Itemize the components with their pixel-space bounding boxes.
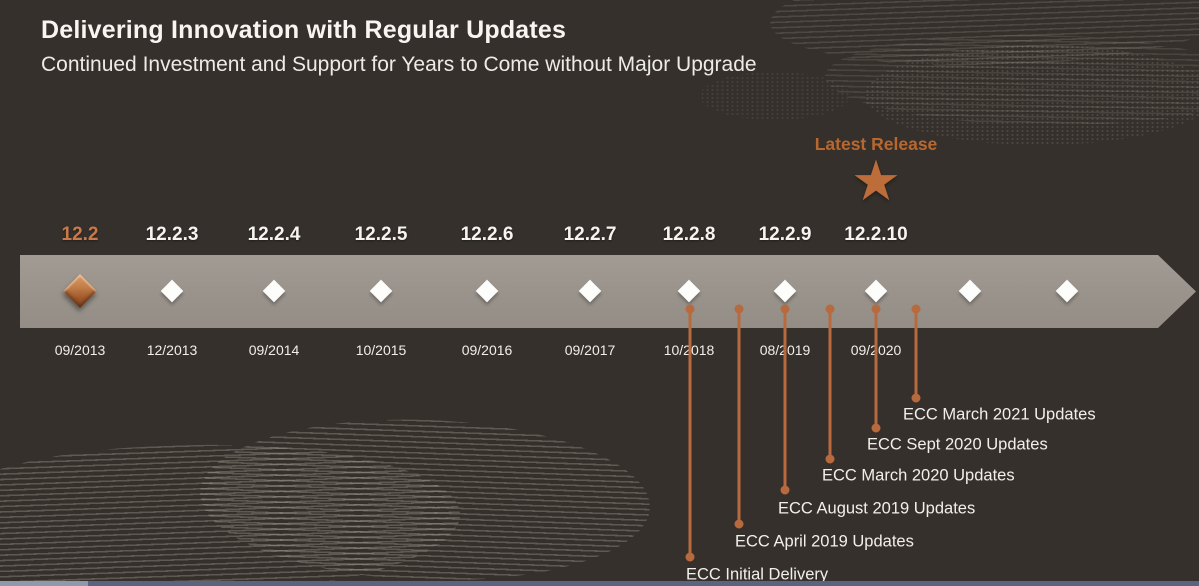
callout-dot-bottom [780, 485, 790, 495]
version-label: 12.2.3 [145, 224, 199, 245]
callout-label: ECC August 2019 Updates [778, 499, 976, 518]
version-label: 12.2.8 [662, 224, 716, 245]
callout-line [874, 309, 878, 428]
callout-line [688, 309, 692, 557]
version-label: 12.2 [61, 224, 99, 245]
callout-dot-top [825, 304, 835, 314]
release-date-label: 12/2013 [146, 342, 198, 358]
callout-line [737, 309, 741, 524]
callout-label: ECC Sept 2020 Updates [867, 435, 1048, 454]
version-label: 12.2.9 [758, 224, 812, 245]
callout-label: ECC March 2021 Updates [903, 405, 1096, 424]
callout-label: ECC Initial Delivery [686, 565, 829, 584]
version-label: 12.2.10 [844, 224, 908, 245]
callout-dot-bottom [871, 423, 881, 433]
callout-dot-bottom [911, 393, 921, 403]
version-label: 12.2.5 [354, 224, 408, 245]
callout-line [783, 309, 787, 490]
callout-dot-bottom [825, 454, 835, 464]
slide-subtitle: Continued Investment and Support for Yea… [41, 53, 757, 76]
callout-line [828, 309, 832, 459]
release-date-label: 10/2015 [355, 342, 407, 358]
latest-release: Latest Release ★ [814, 134, 938, 214]
callout-line [914, 309, 918, 398]
release-date-label: 09/2016 [461, 342, 513, 358]
callout-dot-top [871, 304, 881, 314]
version-label: 12.2.7 [563, 224, 617, 245]
release-date-label: 09/2014 [248, 342, 300, 358]
video-progress-bar[interactable] [0, 581, 1199, 586]
callout-label: ECC March 2020 Updates [822, 466, 1015, 485]
slide-title: Delivering Innovation with Regular Updat… [41, 16, 567, 44]
version-label: 12.2.4 [247, 224, 301, 245]
callout-dot-top [734, 304, 744, 314]
release-date-label: 09/2013 [54, 342, 106, 358]
release-date-label: 09/2017 [564, 342, 616, 358]
callout-dot-bottom [685, 552, 695, 562]
timeline-arrow-band [20, 255, 1196, 328]
callout-label: ECC April 2019 Updates [735, 532, 914, 551]
callout-dot-top [685, 304, 695, 314]
latest-release-label: Latest Release [814, 134, 938, 154]
callout-dot-top [780, 304, 790, 314]
video-progress-played [0, 581, 88, 586]
version-label: 12.2.6 [460, 224, 514, 245]
star-icon: ★ [850, 149, 902, 214]
callout-dot-top [911, 304, 921, 314]
callout-dot-bottom [734, 519, 744, 529]
